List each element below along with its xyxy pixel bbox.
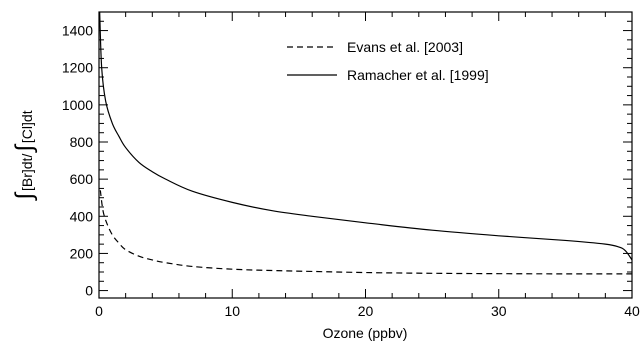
y-axis-title-text: ∫[Br]dt/∫[Cl]dt xyxy=(11,110,38,201)
y-axis-title: ∫[Br]dt/∫[Cl]dt xyxy=(11,110,38,201)
x-tick-label: 40 xyxy=(624,303,640,319)
series-line-1 xyxy=(99,190,633,275)
x-tick-label: 30 xyxy=(491,303,507,319)
x-tick-label: 0 xyxy=(95,303,103,319)
y-tick-label: 800 xyxy=(70,134,94,150)
y-tick-label: 1200 xyxy=(62,60,93,76)
y-tick-label: 1000 xyxy=(62,97,93,113)
x-tick-label: 20 xyxy=(358,303,374,319)
legend-label-2: Ramacher et al. [1999] xyxy=(347,67,489,83)
series-line-2 xyxy=(99,11,633,261)
y-axis-title-part-1: [Br]dt/ xyxy=(19,154,35,191)
y-axis-title-part-2: [Cl]dt xyxy=(19,110,35,143)
y-axis-integral-2: ∫ xyxy=(11,144,38,154)
y-tick-label: 200 xyxy=(70,245,94,261)
y-axis: 0 200 400 600 800 1000 1200 1400 xyxy=(62,11,632,299)
y-axis-integral-1: ∫ xyxy=(11,192,38,202)
y-tick-label: 0 xyxy=(85,283,93,299)
series-layer xyxy=(99,11,633,275)
y-tick-label: 600 xyxy=(70,171,94,187)
y-tick-label: 1400 xyxy=(62,23,93,39)
legend: Evans et al. [2003] Ramacher et al. [1999… xyxy=(287,39,489,83)
x-axis: 0 10 20 30 40 xyxy=(95,12,640,319)
legend-label-1: Evans et al. [2003] xyxy=(347,39,463,55)
x-axis-title: Ozone (ppbv) xyxy=(323,325,408,341)
x-tick-label: 10 xyxy=(224,303,240,319)
y-tick-label: 400 xyxy=(70,208,94,224)
